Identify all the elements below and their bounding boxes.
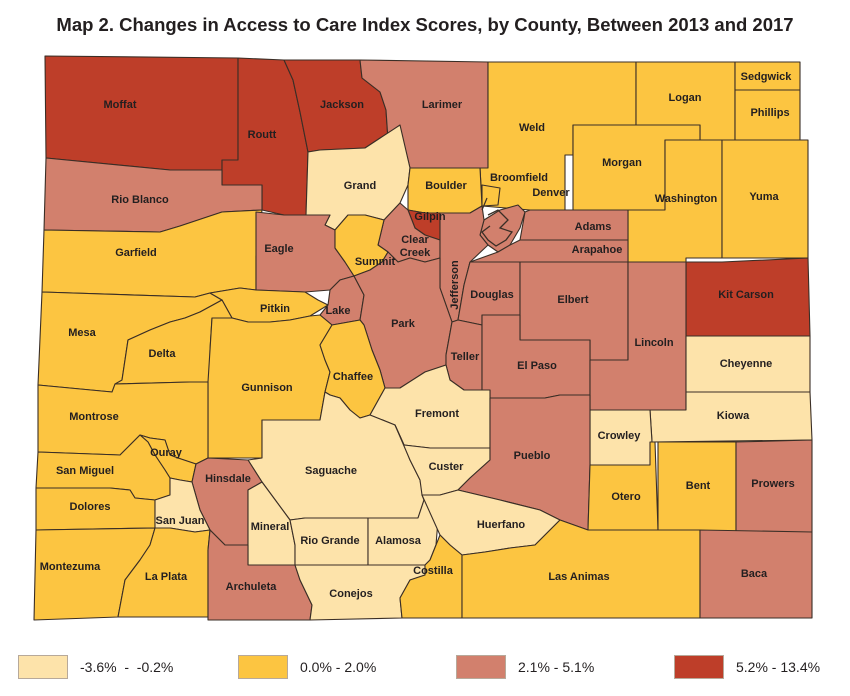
county-label-kiowa: Kiowa	[717, 410, 750, 422]
county-label-teller: Teller	[451, 351, 480, 363]
county-label-alamosa: Alamosa	[375, 535, 422, 547]
county-label-jefferson: Jefferson	[449, 260, 461, 310]
broomfield-leader-line	[481, 197, 488, 211]
county-label-gunnison: Gunnison	[241, 382, 293, 394]
legend-label-3: 2.1% - 5.1%	[518, 659, 595, 675]
county-label-park: Park	[391, 318, 416, 330]
county-label-lincoln: Lincoln	[634, 337, 673, 349]
county-label-san-miguel: San Miguel	[56, 465, 114, 477]
county-label-chaffee: Chaffee	[333, 371, 373, 383]
legend-swatch-1	[18, 655, 68, 679]
denver-outline	[481, 209, 514, 247]
colorado-county-map: Moffat Routt Jackson Larimer Weld Logan Sedgwi…	[33, 55, 813, 621]
county-label-conejos: Conejos	[329, 588, 372, 600]
county-label-broomfield: Broomfield	[490, 172, 548, 184]
legend-item-3: 2.1% - 5.1%	[456, 654, 594, 680]
county-label-crowley: Crowley	[598, 430, 642, 442]
county-label-eagle: Eagle	[264, 243, 293, 255]
county-label-montezuma: Montezuma	[40, 561, 101, 573]
county-baca	[699, 529, 813, 619]
county-label-kit-carson: Kit Carson	[718, 289, 774, 301]
county-label-pitkin: Pitkin	[260, 303, 290, 315]
county-label-gilpin: Gilpin	[414, 211, 445, 223]
county-label-jackson: Jackson	[320, 99, 364, 111]
legend-item-4: 5.2% - 13.4%	[674, 654, 820, 680]
county-label-moffat: Moffat	[104, 99, 137, 111]
county-label-garfield: Garfield	[115, 247, 157, 259]
county-label-las-animas: Las Animas	[548, 571, 609, 583]
county-label-larimer: Larimer	[422, 99, 463, 111]
county-label-prowers: Prowers	[751, 478, 794, 490]
legend: -3.6% - -0.2% 0.0% - 2.0% 2.1% - 5.1% 5.…	[0, 654, 850, 684]
county-label-elbert: Elbert	[557, 294, 589, 306]
county-label-denver: Denver	[532, 187, 570, 199]
county-costilla	[399, 534, 463, 619]
legend-label-4: 5.2% - 13.4%	[736, 659, 821, 675]
county-label-mineral: Mineral	[251, 521, 290, 533]
county-label-otero: Otero	[611, 491, 641, 503]
county-label-clear-creek: Clear Creek	[400, 234, 431, 259]
county-label-mesa: Mesa	[68, 327, 96, 339]
county-label-dolores: Dolores	[70, 501, 111, 513]
county-label-summit: Summit	[355, 256, 396, 268]
county-label-custer: Custer	[429, 461, 465, 473]
county-label-saguache: Saguache	[305, 465, 357, 477]
county-label-hinsdale: Hinsdale	[205, 473, 251, 485]
county-label-sedgwick: Sedgwick	[741, 71, 793, 83]
county-label-delta: Delta	[149, 348, 177, 360]
county-label-ouray: Ouray	[150, 447, 183, 459]
legend-swatch-2	[238, 655, 288, 679]
county-label-fremont: Fremont	[415, 408, 459, 420]
county-label-grand: Grand	[344, 180, 376, 192]
county-label-archuleta: Archuleta	[226, 581, 278, 593]
county-label-san-juan: San Juan	[156, 515, 205, 527]
county-label-routt: Routt	[248, 129, 277, 141]
county-label-huerfano: Huerfano	[477, 519, 526, 531]
map-title: Map 2. Changes in Access to Care Index S…	[56, 14, 794, 35]
county-label-yuma: Yuma	[749, 191, 779, 203]
county-label-costilla: Costilla	[413, 565, 454, 577]
legend-label-1: -3.6% - -0.2%	[80, 659, 174, 675]
legend-swatch-3	[456, 655, 506, 679]
county-label-morgan: Morgan	[602, 157, 642, 169]
county-label-montrose: Montrose	[69, 411, 119, 423]
county-las-animas	[461, 519, 701, 619]
county-label-douglas: Douglas	[470, 289, 513, 301]
county-label-weld: Weld	[519, 122, 545, 134]
legend-label-2: 0.0% - 2.0%	[300, 659, 377, 675]
county-label-boulder: Boulder	[425, 180, 467, 192]
county-label-arapahoe: Arapahoe	[572, 244, 623, 256]
legend-swatch-4	[674, 655, 724, 679]
legend-item-1: -3.6% - -0.2%	[18, 654, 173, 680]
county-label-baca: Baca	[741, 568, 768, 580]
county-label-washington: Washington	[655, 193, 718, 205]
county-moffat	[44, 55, 239, 171]
county-label-el-paso: El Paso	[517, 360, 557, 372]
county-label-rio-blanco: Rio Blanco	[111, 194, 169, 206]
county-label-cheyenne: Cheyenne	[720, 358, 773, 370]
county-label-logan: Logan	[669, 92, 702, 104]
county-label-bent: Bent	[686, 480, 711, 492]
county-label-la-plata: La Plata	[145, 571, 188, 583]
county-label-adams: Adams	[575, 221, 612, 233]
county-label-lake: Lake	[325, 305, 350, 317]
legend-item-2: 0.0% - 2.0%	[238, 654, 376, 680]
county-shapes	[33, 55, 813, 621]
county-label-pueblo: Pueblo	[514, 450, 551, 462]
county-label-rio-grande: Rio Grande	[300, 535, 359, 547]
county-labels: Moffat Routt Jackson Larimer Weld Logan Sedgwi…	[40, 71, 795, 600]
county-label-phillips: Phillips	[750, 107, 789, 119]
